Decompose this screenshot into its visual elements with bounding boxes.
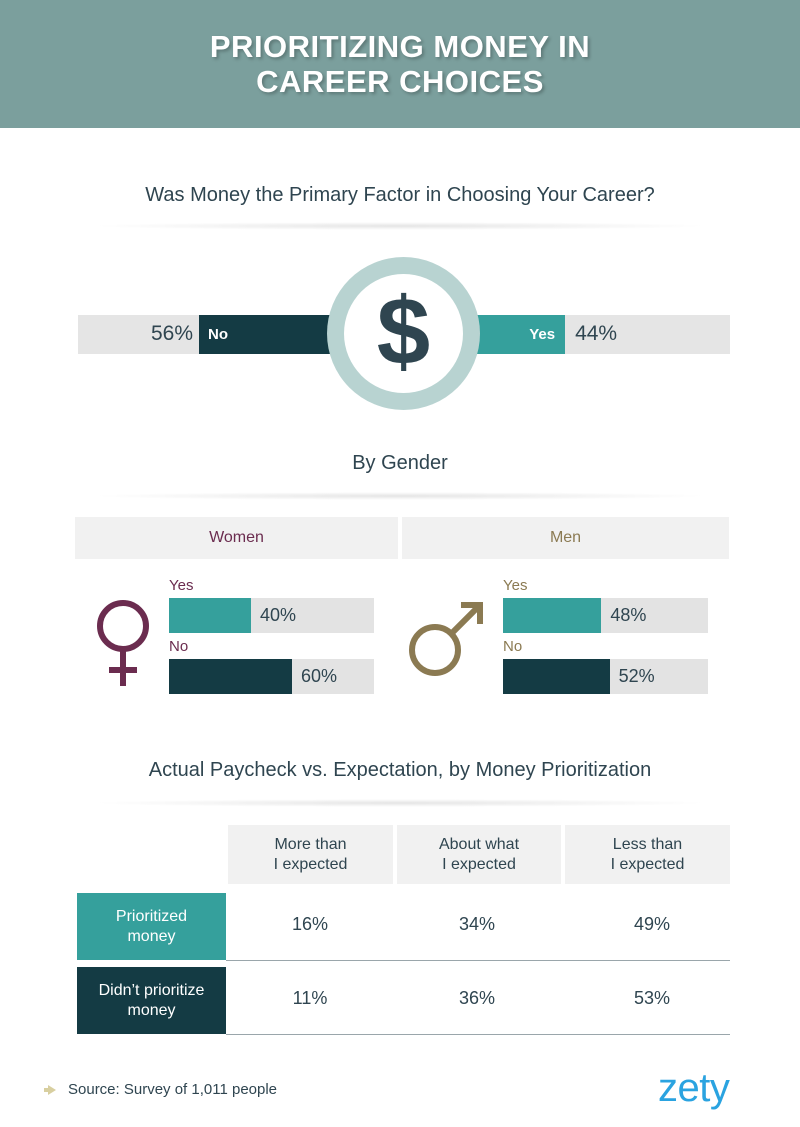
men-yes-label: Yes: [503, 577, 528, 594]
dollar-symbol: $: [376, 277, 431, 385]
column-header-line: More than: [274, 835, 347, 853]
women-no-label: No: [169, 638, 189, 655]
divider: [90, 222, 710, 230]
women-yes-label: Yes: [169, 577, 194, 594]
row-header-line: money: [127, 1001, 176, 1019]
table-cell: 34%: [458, 914, 496, 934]
bar-yes-value: 44%: [575, 322, 618, 345]
men-no-value: 52%: [618, 666, 655, 686]
source-text: Source: Survey of 1,011 people: [68, 1081, 278, 1098]
male-symbol-icon: [409, 602, 483, 676]
bar-yes-label: Yes: [529, 326, 556, 343]
arrow-icon: [44, 1084, 56, 1095]
row-header: Didn’t prioritize money: [77, 967, 226, 1034]
women-no-bar: [169, 659, 292, 694]
table-cell: 49%: [633, 914, 671, 934]
row-header-line: Prioritized: [115, 907, 188, 925]
source-note: Source: Survey of 1,011 people: [44, 1081, 278, 1098]
dollar-icon: $: [344, 274, 463, 393]
table-cell: 36%: [458, 988, 496, 1008]
women-header: Women: [75, 517, 398, 559]
table-cell: 11%: [292, 988, 328, 1008]
page-title: PRIORITIZING MONEY IN CAREER CHOICES: [209, 29, 591, 99]
table-cell: 53%: [633, 988, 671, 1008]
men-yes-bar: [503, 598, 602, 633]
female-symbol-icon: [97, 600, 149, 686]
bar-no-value: 56%: [150, 322, 193, 345]
men-no-bar: [503, 659, 610, 694]
table-cell: 16%: [291, 914, 329, 934]
column-header: About what I expected: [397, 825, 561, 884]
overall-chart-title: Was Money the Primary Factor in Choosing…: [145, 184, 655, 206]
column-header-line: About what: [438, 835, 520, 853]
divider: [90, 492, 710, 500]
column-header: Less than I expected: [565, 825, 730, 884]
row-header: Prioritized money: [77, 893, 226, 960]
column-header: More than I expected: [228, 825, 393, 884]
table-title: Actual Paycheck vs. Expectation, by Mone…: [148, 759, 652, 781]
men-header: Men: [402, 517, 729, 559]
men-yes-value: 48%: [610, 605, 647, 625]
divider: [90, 799, 710, 807]
zety-logo: zety: [658, 1066, 730, 1110]
column-header-line: Less than: [612, 835, 683, 853]
row-divider: [226, 960, 730, 961]
women-yes-bar: [169, 598, 251, 633]
header-banner: PRIORITIZING MONEY IN CAREER CHOICES: [0, 0, 800, 128]
men-no-label: No: [503, 638, 523, 655]
column-header-line: I expected: [273, 855, 348, 873]
bar-no-label: No: [208, 326, 228, 343]
row-divider: [226, 1034, 730, 1035]
women-no-value: 60%: [301, 666, 338, 686]
gender-chart-title: By Gender: [352, 452, 448, 474]
row-header-line: money: [127, 927, 176, 945]
column-header-line: I expected: [442, 855, 516, 873]
row-header-line: Didn’t prioritize: [98, 981, 205, 999]
women-yes-value: 40%: [260, 605, 297, 625]
column-header-line: I expected: [610, 855, 685, 873]
